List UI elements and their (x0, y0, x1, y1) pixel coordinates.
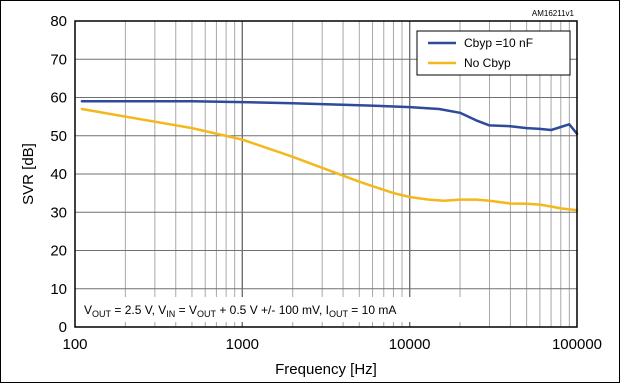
cond-vout-main: V (84, 303, 92, 317)
condition-text: VOUT = 2.5 V, VIN = VOUT + 0.5 V +/- 100… (84, 303, 396, 319)
series-line-0 (80, 100, 579, 136)
y-tick-label: 70 (50, 51, 67, 68)
legend: Cbyp =10 nF No Cbyp (416, 30, 571, 76)
cond-vout2-rest: + 0.5 V +/- 100 mV, (216, 303, 326, 317)
cond-vin-sub: IN (166, 309, 175, 319)
tick-labels: 0 10 20 30 40 50 60 70 80 100 1000 10000 100000 (50, 13, 602, 353)
cond-vout2-sub: OUT (197, 309, 217, 319)
cond-vin-main: V (158, 303, 166, 317)
series-layer (80, 100, 579, 212)
legend-label-cbyp: Cbyp =10 nF (464, 36, 533, 50)
x-tick-label: 10000 (389, 336, 431, 353)
cond-iout-main: I (326, 303, 329, 317)
y-axis-title: SVR [dB] (20, 143, 37, 205)
cond-vout2-main: V (189, 303, 197, 317)
y-tick-label: 30 (50, 204, 67, 221)
y-tick-label: 60 (50, 90, 67, 107)
y-tick-label: 0 (59, 319, 67, 336)
x-tick-label: 100000 (552, 336, 602, 353)
y-tick-label: 50 (50, 128, 67, 145)
cond-vin-rest: = (175, 303, 189, 317)
legend-label-no-cbyp: No Cbyp (464, 56, 511, 70)
y-tick-label: 10 (50, 281, 67, 298)
x-axis-title: Frequency [Hz] (275, 361, 377, 378)
y-tick-label: 80 (50, 13, 67, 30)
plot-area (74, 20, 578, 328)
cond-vout-sub: OUT (92, 309, 112, 319)
series-line-1 (80, 107, 579, 212)
x-tick-label: 1000 (226, 336, 259, 353)
condition-box-frame (80, 297, 486, 322)
y-tick-label: 20 (50, 243, 67, 260)
cond-iout-sub: OUT (329, 309, 349, 319)
cond-vout-rest: = 2.5 V, (111, 303, 158, 317)
cond-iout-rest: = 10 mA (348, 303, 396, 317)
chart-code: AM16211v1 (532, 9, 575, 18)
y-tick-label: 40 (50, 166, 67, 183)
condition-box: VOUT = 2.5 V, VIN = VOUT + 0.5 V +/- 100… (80, 297, 486, 322)
legend-box (416, 30, 571, 76)
x-tick-label: 100 (62, 336, 87, 353)
